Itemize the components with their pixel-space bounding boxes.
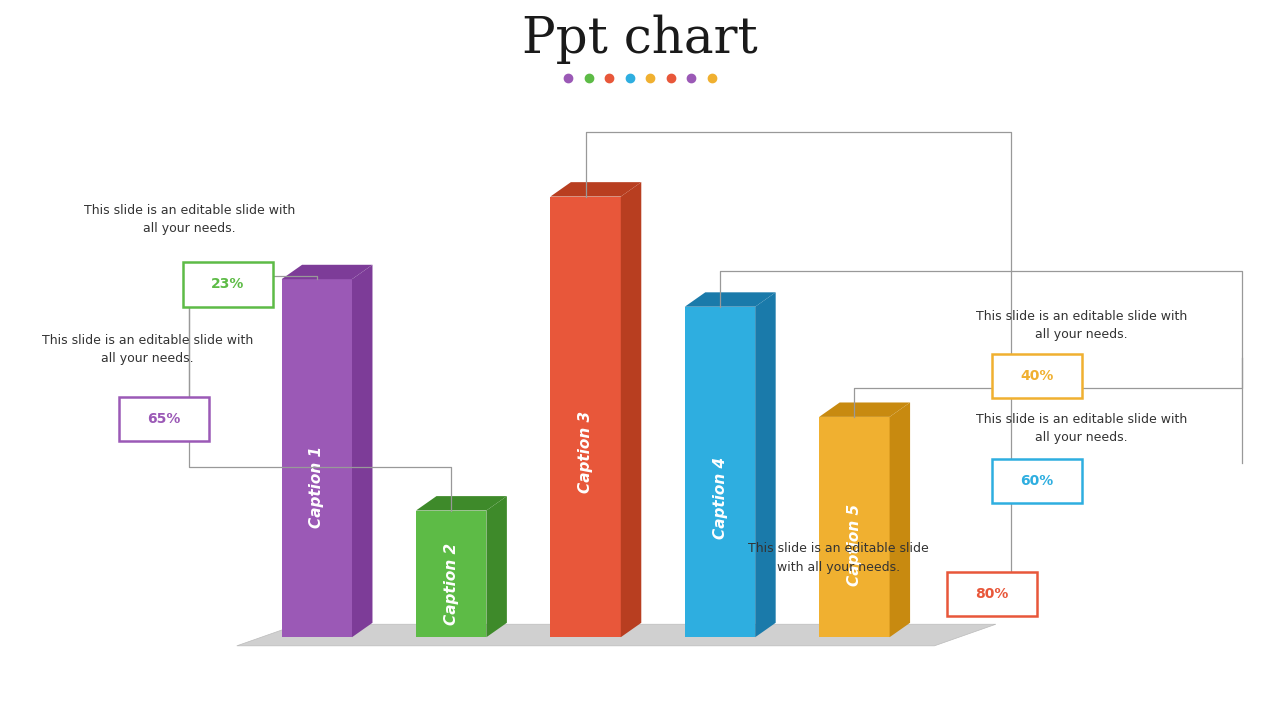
Polygon shape: [282, 265, 372, 279]
Polygon shape: [550, 182, 641, 197]
Polygon shape: [416, 496, 507, 510]
FancyBboxPatch shape: [992, 354, 1082, 398]
Polygon shape: [352, 265, 372, 637]
Polygon shape: [685, 307, 755, 637]
Polygon shape: [282, 279, 352, 637]
Polygon shape: [755, 292, 776, 637]
Polygon shape: [486, 496, 507, 637]
Text: 40%: 40%: [1020, 369, 1053, 383]
FancyBboxPatch shape: [119, 397, 209, 441]
Text: Caption 5: Caption 5: [847, 503, 861, 586]
Text: Caption 4: Caption 4: [713, 457, 727, 539]
Text: 23%: 23%: [211, 277, 244, 292]
Text: This slide is an editable slide with
all your needs.: This slide is an editable slide with all…: [975, 413, 1188, 444]
Text: This slide is an editable slide with
all your needs.: This slide is an editable slide with all…: [83, 204, 296, 235]
Polygon shape: [890, 402, 910, 637]
Text: This slide is an editable slide with
all your needs.: This slide is an editable slide with all…: [975, 310, 1188, 341]
Polygon shape: [550, 197, 621, 637]
Text: 80%: 80%: [975, 587, 1009, 601]
FancyBboxPatch shape: [183, 262, 273, 307]
Polygon shape: [237, 624, 996, 646]
Polygon shape: [685, 292, 776, 307]
Text: Caption 1: Caption 1: [310, 446, 324, 528]
Text: 60%: 60%: [1020, 474, 1053, 488]
Polygon shape: [819, 402, 910, 417]
Text: This slide is an editable slide
with all your needs.: This slide is an editable slide with all…: [748, 542, 929, 574]
Text: Caption 2: Caption 2: [444, 543, 458, 625]
Text: This slide is an editable slide with
all your needs.: This slide is an editable slide with all…: [41, 333, 253, 365]
Polygon shape: [819, 417, 890, 637]
Text: Ppt chart: Ppt chart: [522, 15, 758, 64]
FancyBboxPatch shape: [947, 572, 1037, 616]
Polygon shape: [621, 182, 641, 637]
Text: 65%: 65%: [147, 412, 180, 426]
Polygon shape: [416, 510, 486, 637]
FancyBboxPatch shape: [992, 459, 1082, 503]
Text: Caption 3: Caption 3: [579, 411, 593, 493]
